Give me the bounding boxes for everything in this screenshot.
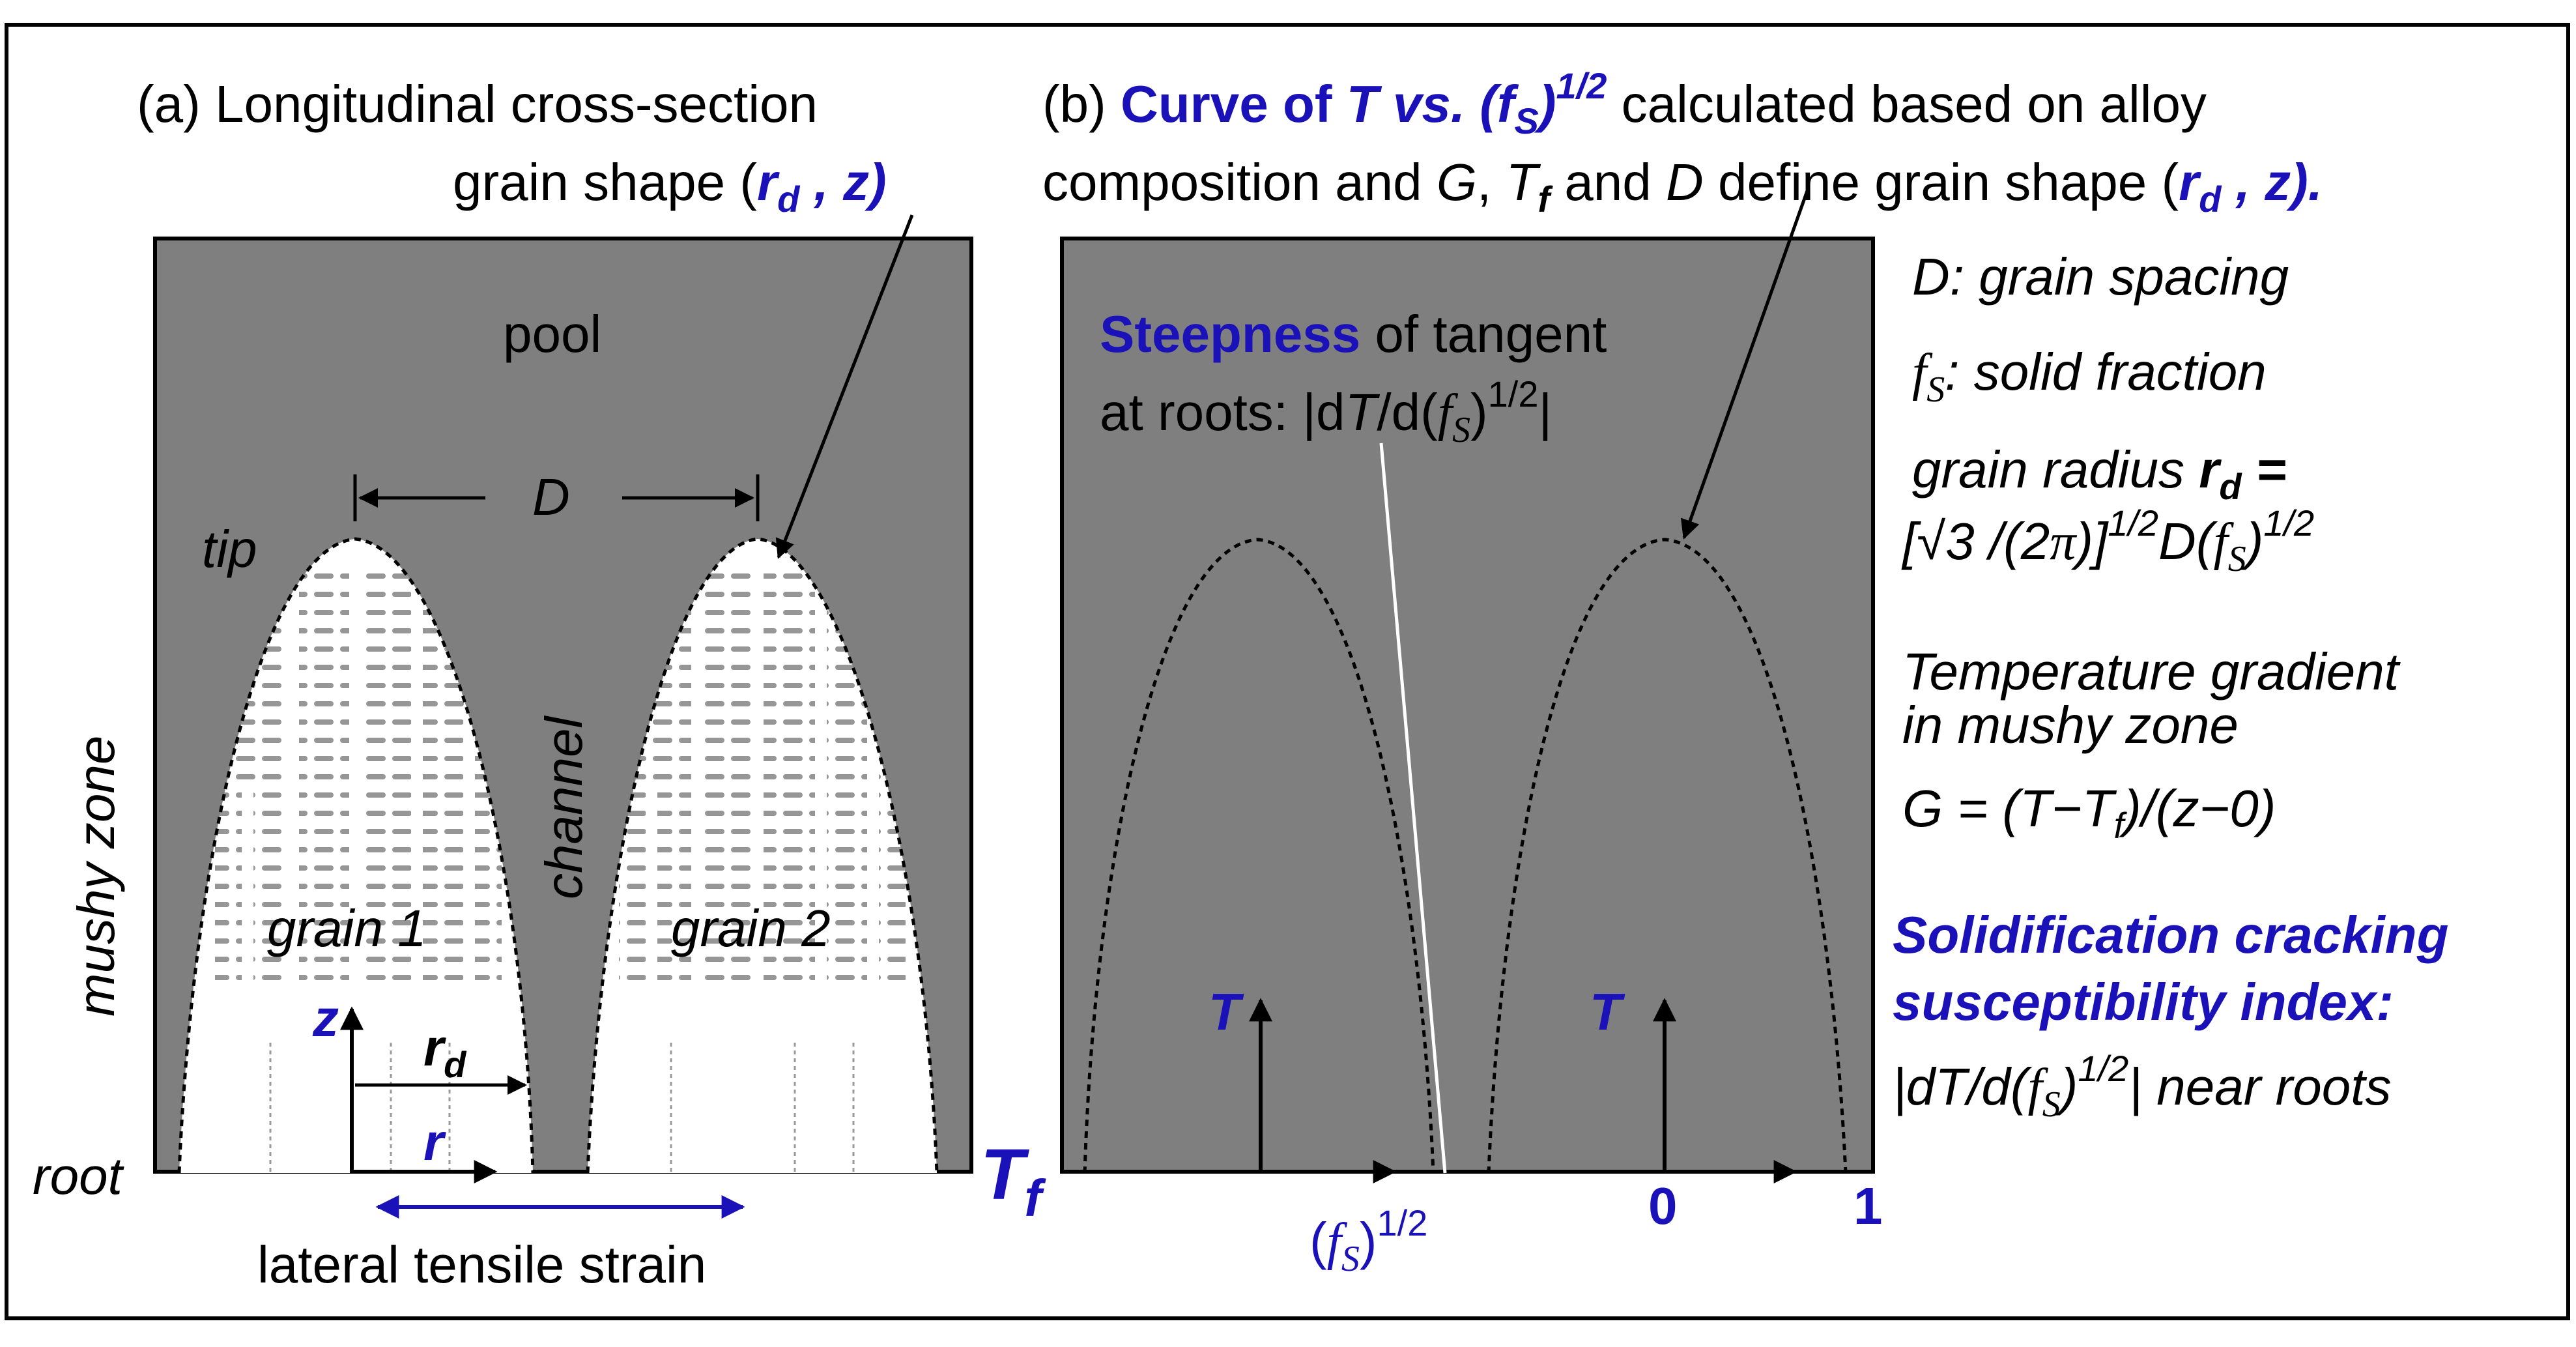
T-label-right: T [1590, 983, 1625, 1041]
r-axis-label: r [423, 1113, 446, 1171]
root-label: root [33, 1147, 124, 1205]
panel-a-caption-line2: grain shape (rd , z) [453, 153, 887, 220]
one-label: 1 [1853, 1177, 1883, 1235]
panel-b-caption-line2: composition and G, Tf and D define grain… [1042, 153, 2323, 220]
temp-gradient-line2: in mushy zone [1902, 696, 2239, 754]
grain-1-shape [177, 537, 535, 1174]
mushy-zone-label: mushy zone [67, 736, 125, 1017]
channel-label: channel [535, 716, 593, 899]
panel-b-caption-line1: (b) Curve of T vs. (fS)1/2 calculated ba… [1042, 65, 2207, 141]
radius-line2: [√3 /(2π)]1/2D(fS)1/2 [1901, 502, 2314, 579]
temp-gradient-line1: Temperature gradient [1902, 643, 2401, 701]
caption-a-pointer-arrow [775, 214, 914, 559]
Tf-label: Tf [980, 1135, 1046, 1227]
grain-2-shape [586, 537, 939, 1174]
crack-index-line1: Solidification cracking [1893, 906, 2449, 964]
tip-label: tip [202, 520, 257, 578]
grain-2-label: grain 2 [671, 899, 831, 957]
grain-1-label: grain 1 [267, 899, 427, 957]
z-axis-label: z [312, 989, 339, 1047]
zero-label: 0 [1648, 1177, 1678, 1235]
rd-label: rd [423, 1019, 467, 1085]
outer-frame [5, 23, 2570, 1320]
tangent-line [1379, 442, 1447, 1174]
pool-label: pool [503, 305, 601, 363]
D-definition: D: grain spacing [1912, 248, 2289, 306]
crack-index-formula: |dT/d(fS)1/2| near roots [1893, 1048, 2391, 1125]
T-label-left: T [1209, 983, 1244, 1041]
curve-left [1083, 538, 1435, 1174]
strain-label: lateral tensile strain [257, 1236, 706, 1294]
caption-b-pointer-arrow [1680, 188, 1810, 540]
steepness-label: Steepness of tangent [1100, 305, 1607, 363]
at-roots-label: at roots: |dT/d(fS)1/2| [1100, 373, 1552, 450]
panel-b-background [1060, 237, 1875, 1174]
fs-half-label: (fS)1/2 [1309, 1202, 1427, 1279]
radius-line1: grain radius rd = [1912, 441, 2287, 507]
fs-definition: fS: solid fraction [1912, 343, 2267, 410]
curve-right [1487, 538, 1848, 1174]
panel-a-caption-line1: (a) Longitudinal cross-section [137, 75, 818, 133]
G-equation: G = (T−Tf)/(z−0) [1902, 779, 2276, 846]
D-label: D [532, 468, 570, 526]
crack-index-line2: susceptibility index: [1893, 973, 2394, 1031]
